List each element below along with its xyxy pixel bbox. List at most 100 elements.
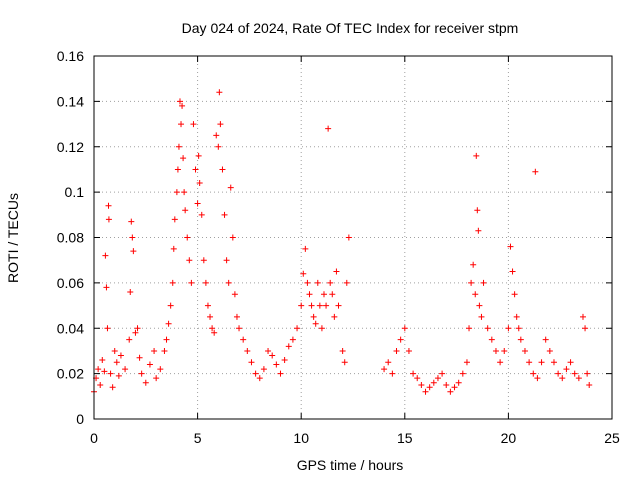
data-point <box>105 216 112 223</box>
data-point <box>99 357 106 364</box>
data-point <box>103 284 110 291</box>
data-point <box>207 313 214 320</box>
data-point <box>256 375 263 382</box>
data-point <box>200 257 207 264</box>
data-point <box>113 359 120 366</box>
x-tick-label: 20 <box>501 430 517 446</box>
data-point <box>186 257 193 264</box>
data-point <box>269 352 276 359</box>
data-point <box>236 325 243 332</box>
data-point <box>122 366 129 373</box>
data-point <box>542 336 549 343</box>
data-point <box>397 336 404 343</box>
data-point <box>213 132 220 139</box>
data-point <box>95 366 102 373</box>
data-point <box>468 279 475 286</box>
data-point <box>451 384 458 391</box>
data-point <box>455 379 462 386</box>
data-point <box>244 347 251 354</box>
data-point <box>341 359 348 366</box>
data-point <box>327 279 334 286</box>
data-point <box>115 372 122 379</box>
data-point <box>289 336 296 343</box>
data-point <box>410 370 417 377</box>
data-point <box>198 211 205 218</box>
data-point <box>127 288 134 295</box>
data-point <box>196 180 203 187</box>
data-point <box>146 361 153 368</box>
x-axis-label: GPS time / hours <box>297 457 404 473</box>
data-point <box>579 313 586 320</box>
data-point <box>248 359 255 366</box>
data-point <box>104 325 111 332</box>
y-tick-label: 0.16 <box>57 48 84 64</box>
data-point <box>310 313 317 320</box>
x-tick-label: 0 <box>90 430 98 446</box>
data-point <box>517 336 524 343</box>
data-point <box>447 388 454 395</box>
data-point <box>260 366 267 373</box>
y-axis-label: ROTI / TECUs <box>5 193 21 283</box>
data-point <box>333 268 340 275</box>
data-point <box>563 366 570 373</box>
data-point <box>129 234 136 241</box>
data-point <box>221 211 228 218</box>
data-point <box>513 313 520 320</box>
data-point <box>231 291 238 298</box>
data-point <box>161 347 168 354</box>
data-point <box>132 329 139 336</box>
x-tick-label: 15 <box>397 430 413 446</box>
data-point <box>501 347 508 354</box>
data-point <box>277 370 284 377</box>
y-tick-label: 0.08 <box>57 230 84 246</box>
data-point <box>339 347 346 354</box>
data-point <box>584 370 591 377</box>
data-point <box>101 368 108 375</box>
data-point <box>215 143 222 150</box>
data-point <box>308 302 315 309</box>
y-axis-ticks: 0 0.02 0.04 0.06 0.08 0.1 0.12 0.14 0.16 <box>57 48 612 427</box>
data-point <box>202 279 209 286</box>
data-point <box>151 347 158 354</box>
data-point <box>134 325 141 332</box>
data-point <box>107 370 114 377</box>
data-point <box>175 143 182 150</box>
data-point <box>178 121 185 128</box>
data-point <box>470 261 477 268</box>
data-point <box>414 375 421 382</box>
data-point <box>130 248 137 255</box>
data-point <box>229 234 236 241</box>
data-point <box>476 302 483 309</box>
data-point <box>188 279 195 286</box>
data-point <box>105 202 112 209</box>
data-point <box>217 121 224 128</box>
data-point <box>281 357 288 364</box>
data-point <box>184 234 191 241</box>
data-point <box>157 366 164 373</box>
data-point <box>170 245 177 252</box>
data-point <box>128 218 135 225</box>
data-point <box>480 279 487 286</box>
data-point <box>505 325 512 332</box>
data-point <box>219 166 226 173</box>
y-tick-label: 0.02 <box>57 366 84 382</box>
data-point <box>298 302 305 309</box>
x-axis-ticks: 0 5 10 15 20 25 <box>90 56 620 446</box>
data-point <box>316 302 323 309</box>
data-point <box>167 302 174 309</box>
data-point <box>97 381 104 388</box>
data-point <box>325 125 332 132</box>
data-point <box>488 336 495 343</box>
data-point <box>463 359 470 366</box>
data-point <box>343 279 350 286</box>
y-tick-label: 0 <box>76 411 84 427</box>
data-point <box>345 234 352 241</box>
data-point <box>136 354 143 361</box>
data-point <box>273 361 280 368</box>
data-point <box>304 279 311 286</box>
grid <box>94 56 612 419</box>
data-point <box>126 336 133 343</box>
data-point <box>532 168 539 175</box>
data-point <box>571 370 578 377</box>
data-point <box>252 370 259 377</box>
